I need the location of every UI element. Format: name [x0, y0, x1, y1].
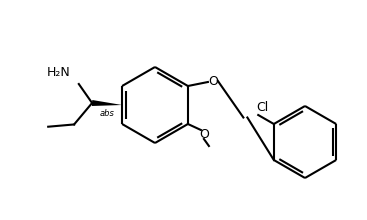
Text: O: O	[208, 75, 218, 88]
Text: H₂N: H₂N	[47, 66, 71, 79]
Text: O: O	[199, 128, 209, 141]
Polygon shape	[92, 100, 122, 106]
Text: Cl: Cl	[256, 101, 269, 114]
Text: abs: abs	[100, 109, 115, 118]
